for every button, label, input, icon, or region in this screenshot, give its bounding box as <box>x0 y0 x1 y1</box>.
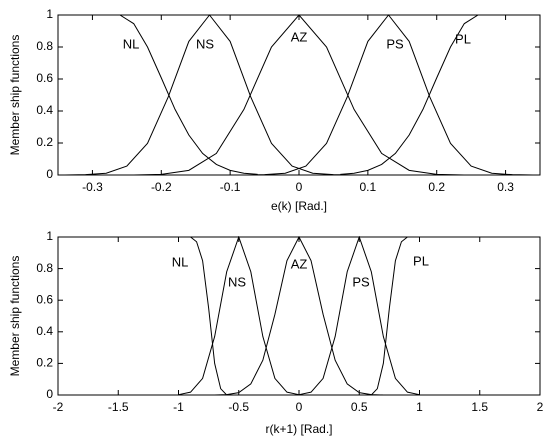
y-axis-label: Member ship functions <box>8 256 22 377</box>
y-tick-label: 0.2 <box>36 135 53 149</box>
y-tick-label: 1 <box>46 7 53 21</box>
x-tick-label: 2 <box>537 400 544 414</box>
x-tick-label: 0.5 <box>351 400 368 414</box>
y-axis-label: Member ship functions <box>8 35 22 156</box>
curve-label: PS <box>386 36 404 51</box>
y-tick-label: 0.8 <box>36 39 53 53</box>
x-tick-label: -1.5 <box>108 400 129 414</box>
curve-label: NL <box>172 254 189 269</box>
x-tick-label: 0.2 <box>428 180 445 194</box>
x-tick-label: -1 <box>173 400 184 414</box>
membership-curve <box>82 236 239 396</box>
y-tick-label: 0 <box>46 167 53 181</box>
x-tick-label: 0 <box>296 180 303 194</box>
x-tick-label: 1.5 <box>471 400 488 414</box>
membership-curve <box>359 236 516 396</box>
x-axis-label: r(k+1) [Rad.] <box>265 422 332 436</box>
y-tick-label: 0.2 <box>36 356 53 370</box>
curve-label: NS <box>228 274 246 289</box>
y-tick-label: 0.4 <box>36 324 53 338</box>
x-tick-label: 0.3 <box>497 180 514 194</box>
membership-curve <box>298 236 420 396</box>
curve-label: NS <box>196 36 214 51</box>
curve-label: PL <box>455 31 471 46</box>
y-tick-label: 1 <box>46 229 53 243</box>
x-tick-label: -2 <box>53 400 64 414</box>
y-tick-label: 0.6 <box>36 71 53 85</box>
plot-frame <box>57 14 541 176</box>
x-tick-label: -0.2 <box>151 180 172 194</box>
x-tick-label: -0.1 <box>220 180 241 194</box>
curve-label: AZ <box>291 29 308 44</box>
curve-label: PL <box>413 253 429 268</box>
x-tick-label: 1 <box>416 400 423 414</box>
y-tick-label: 0 <box>46 387 53 401</box>
x-axis-label: e(k) [Rad.] <box>271 199 327 213</box>
plot-frame <box>57 236 541 396</box>
x-tick-label: 0 <box>296 400 303 414</box>
y-tick-label: 0.4 <box>36 103 53 117</box>
curve-label: PS <box>352 274 370 289</box>
y-tick-label: 0.8 <box>36 261 53 275</box>
x-tick-label: -0.3 <box>82 180 103 194</box>
y-tick-label: 0.6 <box>36 292 53 306</box>
x-tick-label: 0.1 <box>360 180 377 194</box>
curve-label: AZ <box>291 256 308 271</box>
curve-label: NL <box>123 36 140 51</box>
membership-curve <box>178 236 300 396</box>
x-tick-label: -0.5 <box>228 400 249 414</box>
